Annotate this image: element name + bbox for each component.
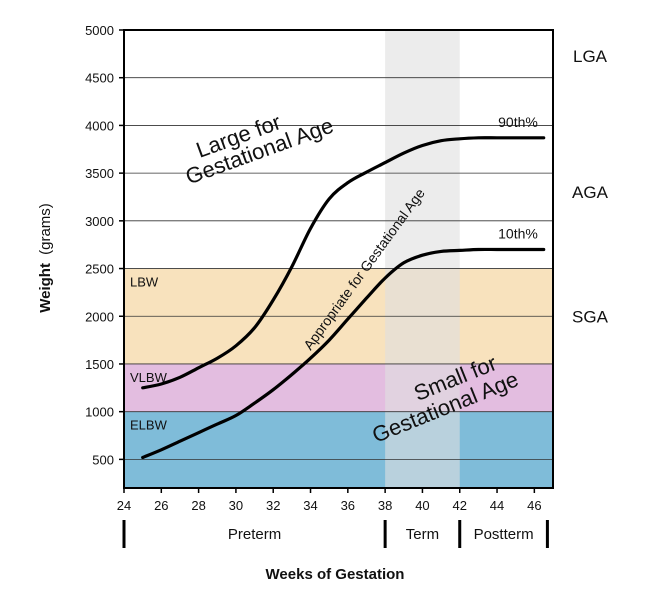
y-tick-label-2500: 2500 (85, 262, 114, 277)
y-axis-title: Weight (grams) (37, 203, 54, 313)
y-tick-label-3000: 3000 (85, 214, 114, 229)
band-label-elbw: ELBW (130, 418, 168, 433)
percentile-curves: 90th% 10th% (141, 114, 546, 460)
band-label-lbw: LBW (130, 275, 159, 290)
y-tick-label-1000: 1000 (85, 405, 114, 420)
x-tick-label-36: 36 (341, 498, 355, 513)
period-label-preterm: Preterm (228, 526, 281, 543)
plot-frame-layer (123, 29, 554, 489)
y-tick-label-500: 500 (92, 452, 114, 467)
x-tick-label-24: 24 (117, 498, 131, 513)
x-tick-label-30: 30 (229, 498, 243, 513)
axis-ticks: 500 1000 1500 2000 2500 3000 3500 4000 4500 5000 2… (85, 23, 542, 513)
category-label-aga: AGA (572, 183, 609, 202)
plot-frame (123, 29, 554, 489)
x-tick-label-46: 46 (527, 498, 541, 513)
x-tick-label-34: 34 (303, 498, 317, 513)
period-label-postterm: Postterm (474, 526, 534, 543)
band-label-vlbw: VLBW (130, 370, 168, 385)
y-tick-label-5000: 5000 (85, 23, 114, 38)
period-label-term: Term (406, 526, 439, 543)
y-tick-label-3500: 3500 (85, 166, 114, 181)
curve-label-90th: 90th% (498, 114, 538, 130)
band-elbw (124, 411, 553, 488)
x-tick-label-38: 38 (378, 498, 392, 513)
curve-label-10th: 10th% (498, 225, 538, 241)
y-tick-label-4500: 4500 (85, 71, 114, 86)
y-tick-label-1500: 1500 (85, 357, 114, 372)
y-tick-label-4000: 4000 (85, 118, 114, 133)
x-tick-label-42: 42 (453, 498, 467, 513)
x-tick-label-26: 26 (154, 498, 168, 513)
y-axis-title-bold: Weight (37, 263, 54, 313)
y-tick-label-2000: 2000 (85, 309, 114, 324)
y-axis-title-unit: (grams) (37, 203, 54, 255)
band-vlbw (124, 363, 553, 412)
category-label-lga: LGA (573, 47, 608, 66)
category-label-sga: SGA (572, 307, 609, 326)
x-tick-label-40: 40 (415, 498, 429, 513)
curve-10th (141, 247, 546, 460)
curve-90th (141, 136, 546, 390)
x-tick-label-28: 28 (191, 498, 205, 513)
x-axis-title: Weeks of Gestation (266, 566, 405, 583)
x-tick-label-32: 32 (266, 498, 280, 513)
grid-lines (124, 77, 553, 460)
x-tick-label-44: 44 (490, 498, 504, 513)
